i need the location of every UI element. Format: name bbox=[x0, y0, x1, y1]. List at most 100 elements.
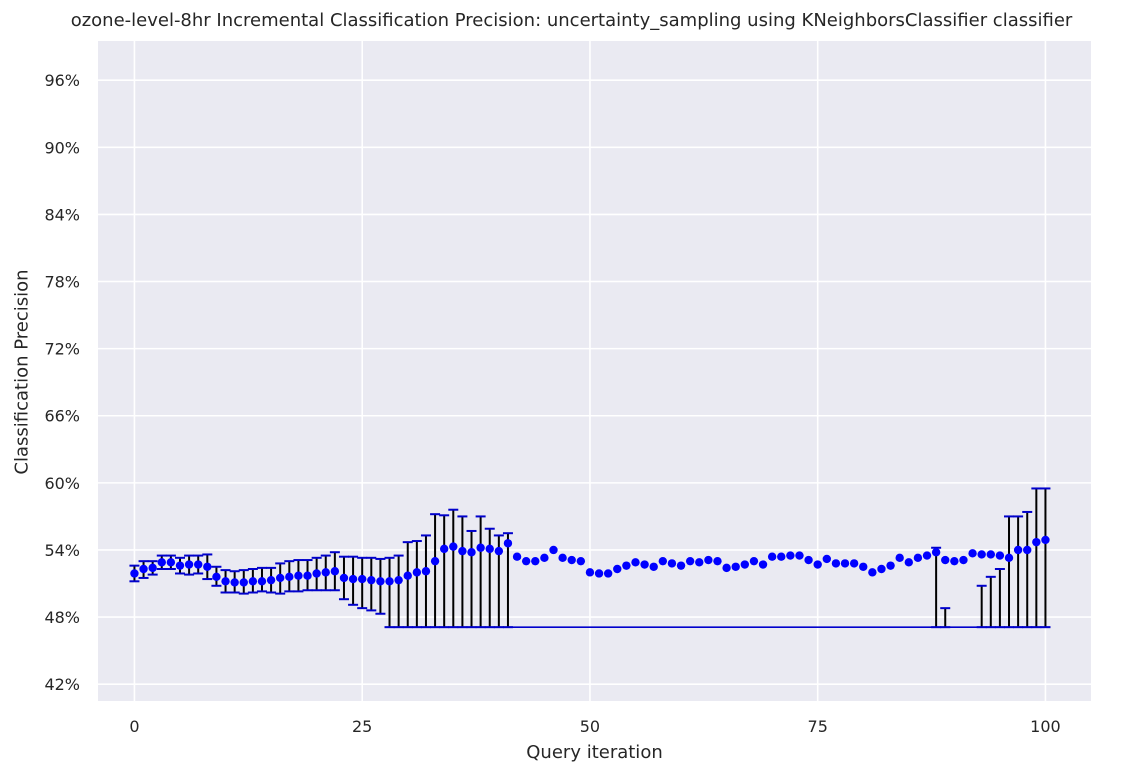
data-point bbox=[622, 561, 631, 570]
data-point bbox=[722, 563, 731, 573]
x-tick-label: 100 bbox=[1030, 717, 1061, 736]
data-point bbox=[239, 578, 248, 587]
data-point bbox=[576, 556, 586, 566]
data-point bbox=[285, 572, 294, 582]
data-point bbox=[950, 556, 959, 566]
y-tick-label: 84% bbox=[44, 205, 80, 224]
data-point bbox=[986, 550, 995, 559]
data-point bbox=[184, 560, 194, 569]
data-point bbox=[959, 555, 968, 565]
y-tick-label: 48% bbox=[44, 608, 80, 627]
data-point bbox=[521, 556, 531, 566]
data-point bbox=[603, 569, 613, 578]
data-point bbox=[1013, 545, 1023, 555]
data-point bbox=[248, 577, 258, 586]
data-point bbox=[175, 561, 185, 570]
data-point bbox=[640, 560, 649, 569]
data-point bbox=[467, 548, 476, 557]
data-point bbox=[221, 577, 230, 586]
data-point bbox=[895, 553, 904, 563]
data-point bbox=[503, 539, 513, 548]
data-point bbox=[631, 558, 640, 567]
data-point bbox=[777, 552, 786, 561]
data-point bbox=[294, 571, 303, 580]
y-tick-label: 90% bbox=[44, 138, 80, 157]
data-point bbox=[995, 551, 1005, 560]
data-point bbox=[740, 560, 750, 569]
data-point bbox=[904, 558, 913, 567]
data-point bbox=[148, 563, 157, 573]
data-point bbox=[886, 561, 895, 570]
data-point bbox=[804, 555, 813, 565]
data-point bbox=[458, 546, 467, 556]
data-point bbox=[549, 545, 558, 555]
y-tick-label: 72% bbox=[44, 340, 80, 359]
data-point bbox=[859, 562, 868, 571]
data-point bbox=[212, 572, 221, 582]
x-tick-label: 50 bbox=[580, 717, 600, 736]
data-point bbox=[941, 555, 950, 565]
data-point bbox=[968, 549, 977, 558]
data-point bbox=[303, 571, 312, 580]
data-point bbox=[321, 568, 330, 577]
data-point bbox=[1023, 545, 1032, 555]
data-point bbox=[795, 551, 804, 560]
data-points bbox=[130, 535, 1050, 587]
data-point bbox=[494, 546, 504, 556]
data-point bbox=[931, 548, 941, 557]
data-point bbox=[1032, 537, 1041, 547]
data-point bbox=[512, 552, 522, 561]
data-point bbox=[822, 554, 832, 564]
data-point bbox=[594, 569, 604, 578]
data-point bbox=[1041, 535, 1050, 545]
x-axis-label: Query iteration bbox=[526, 742, 663, 763]
data-point bbox=[585, 568, 595, 577]
data-point bbox=[403, 571, 412, 580]
data-point bbox=[558, 553, 567, 563]
data-point bbox=[367, 575, 376, 585]
data-point bbox=[312, 569, 321, 578]
data-point bbox=[667, 559, 677, 568]
plot-area bbox=[98, 41, 1091, 701]
x-tick-label: 25 bbox=[352, 717, 372, 736]
data-point bbox=[203, 562, 212, 571]
data-point bbox=[439, 544, 449, 554]
y-tick-label: 96% bbox=[44, 71, 80, 90]
data-point bbox=[394, 575, 403, 585]
data-point bbox=[330, 567, 340, 576]
data-point bbox=[813, 560, 822, 569]
data-point bbox=[166, 558, 176, 567]
data-point bbox=[977, 550, 986, 559]
data-point bbox=[868, 568, 877, 577]
data-point bbox=[713, 556, 722, 566]
data-point bbox=[339, 573, 349, 583]
data-point bbox=[922, 551, 932, 560]
data-point bbox=[649, 562, 658, 571]
y-tick-label: 66% bbox=[44, 407, 80, 426]
data-point bbox=[449, 542, 458, 551]
data-point bbox=[849, 559, 859, 568]
data-point bbox=[840, 559, 850, 568]
data-point bbox=[695, 558, 704, 567]
y-tick-label: 54% bbox=[44, 541, 80, 560]
data-point bbox=[385, 577, 394, 586]
data-point bbox=[749, 556, 759, 566]
data-point bbox=[704, 555, 713, 565]
data-point bbox=[139, 564, 148, 574]
data-point bbox=[348, 574, 358, 584]
data-point bbox=[531, 556, 540, 566]
data-point bbox=[421, 567, 431, 576]
data-point bbox=[194, 560, 203, 569]
data-point bbox=[758, 560, 768, 569]
data-point bbox=[485, 544, 494, 554]
data-point bbox=[266, 575, 276, 585]
data-point bbox=[767, 552, 777, 561]
data-point bbox=[658, 556, 668, 566]
chart-title: ozone-level-8hr Incremental Classificati… bbox=[70, 10, 1073, 31]
data-point bbox=[731, 562, 740, 571]
data-point bbox=[786, 551, 795, 560]
data-point bbox=[676, 561, 686, 570]
x-tick-label: 75 bbox=[808, 717, 828, 736]
data-point bbox=[567, 555, 576, 565]
